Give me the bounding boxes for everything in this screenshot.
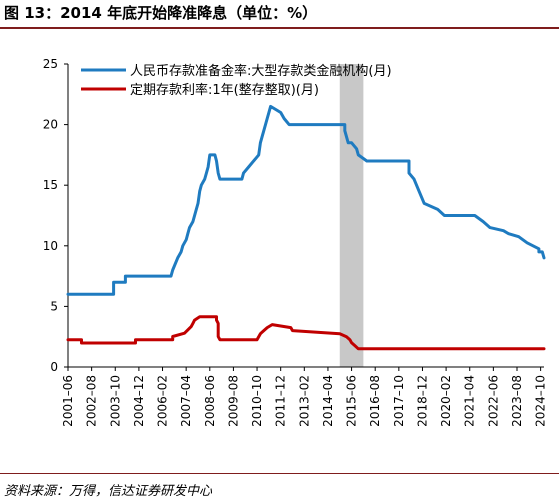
- x-tick-label: 2009–08: [226, 375, 240, 427]
- series-line-deposit-rate: [66, 315, 546, 351]
- x-tick-label: 2017–10: [392, 375, 406, 427]
- y-tick-label: 10: [43, 239, 58, 253]
- series-line-reserve-ratio: [66, 104, 546, 296]
- legend-label: 人民币存款准备金率:大型存款类金融机构(月): [130, 63, 392, 79]
- x-tick-label: 2022–06: [486, 375, 500, 427]
- x-tick-label: 2018–12: [415, 375, 429, 427]
- y-tick-label: 5: [50, 299, 58, 313]
- shaded-period: [339, 64, 364, 367]
- x-tick-label: 2008–06: [203, 375, 217, 427]
- series-layer: [66, 104, 546, 351]
- y-tick-label: 0: [50, 360, 58, 374]
- x-tick-label: 2007–04: [179, 375, 193, 427]
- shaded-period-layer: [339, 64, 364, 367]
- figure-title: 图 13：2014 年底开始降准降息（单位：%）: [4, 4, 318, 22]
- x-tick-label: 2014–04: [321, 375, 335, 427]
- axes: 0 5 10 15 20 25 2001–06 2002–08 2003–10 2004–12 20…: [43, 57, 548, 427]
- source-rule: [0, 473, 559, 474]
- x-tick-label: 2021–04: [463, 375, 477, 427]
- x-tick-label: 2020–02: [439, 375, 453, 427]
- y-tick-label: 20: [43, 118, 58, 132]
- x-tick-label: 2006–02: [156, 375, 170, 427]
- line-chart: 0 5 10 15 20 25 2001–06 2002–08 2003–10 2004–12 20…: [43, 57, 548, 427]
- legend-label: 定期存款利率:1年(整存整取)(月): [130, 82, 319, 98]
- x-tick-label: 2003–10: [108, 375, 122, 427]
- y-tick-label: 25: [43, 57, 58, 71]
- x-tick-label: 2015–06: [345, 375, 359, 427]
- x-tick-label: 2010–10: [250, 375, 264, 427]
- x-tick-label: 2016–08: [368, 375, 382, 427]
- x-tick-label: 2023–08: [510, 375, 524, 427]
- source-note: 资料来源：万得，信达证券研发中心: [4, 484, 213, 499]
- title-underline: [0, 27, 559, 29]
- x-tick-label: 2001–06: [61, 375, 75, 427]
- x-tick-label: 2004–12: [132, 375, 146, 427]
- y-tick-label: 15: [43, 178, 58, 192]
- x-tick-label: 2013–02: [297, 375, 311, 427]
- x-tick-label: 2024–10: [534, 375, 548, 427]
- x-tick-label: 2002–08: [85, 375, 99, 427]
- legend: 人民币存款准备金率:大型存款类金融机构(月) 定期存款利率:1年(整存整取)(月): [81, 63, 392, 98]
- x-tick-label: 2011–12: [274, 375, 288, 427]
